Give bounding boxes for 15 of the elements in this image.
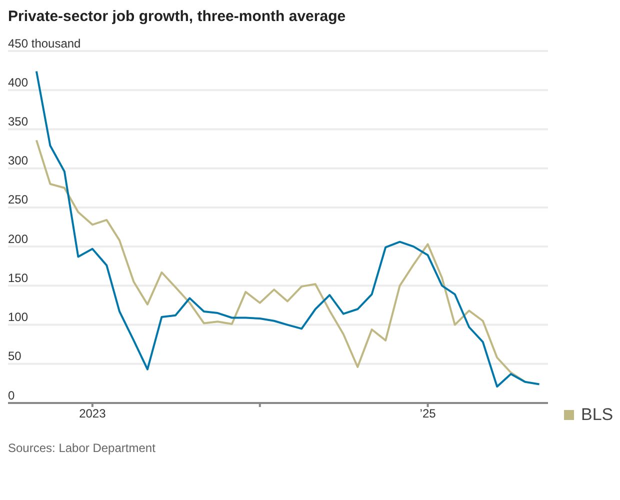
x-tick-label: 2023 (79, 406, 106, 421)
y-tick-label: 100 (8, 310, 28, 324)
y-tick-label: 250 (8, 192, 28, 207)
source-note: Sources: Labor Department (8, 441, 156, 455)
y-tick-label: 200 (8, 232, 28, 246)
x-tick-label: ’25 (420, 406, 436, 421)
y-tick-label: 450 thousand (8, 36, 81, 50)
legend-label: BLS (581, 404, 614, 426)
chart-title: Private-sector job growth, three-month average (8, 8, 347, 25)
y-tick-label: 350 (8, 114, 28, 128)
y-tick-label: 50 (8, 349, 22, 364)
y-tick-label: 400 (8, 75, 28, 90)
y-tick-label: 300 (8, 154, 28, 168)
y-tick-label: 150 (8, 270, 28, 285)
y-tick-label: 0 (8, 388, 15, 402)
